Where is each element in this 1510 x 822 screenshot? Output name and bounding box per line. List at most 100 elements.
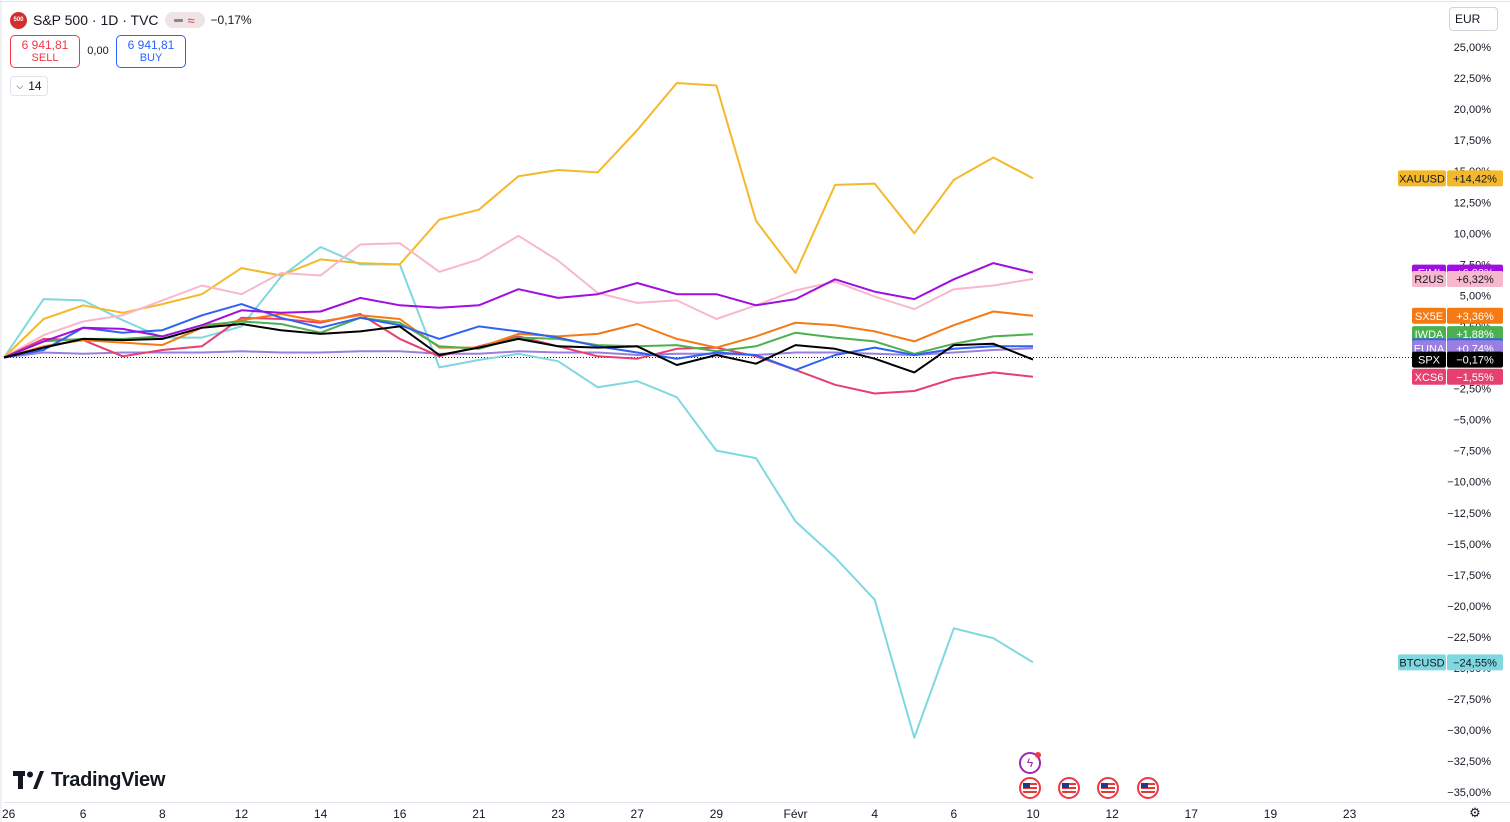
wave-icon: ≈ <box>187 12 195 28</box>
series-name-box <box>1398 654 1446 671</box>
currency-select[interactable]: EUR <box>1449 7 1498 31</box>
series-value: −0,17% <box>1456 355 1494 367</box>
buy-label: BUY <box>139 51 163 64</box>
lightning-icon: ϟ <box>1026 756 1034 770</box>
tradingview-logo[interactable]: TradingView <box>13 766 165 794</box>
x-tick-label: 26 <box>2 807 16 821</box>
event-marker-us[interactable] <box>1019 777 1041 799</box>
y-tick-label: 10,00% <box>1454 228 1492 240</box>
indicators-count: 14 <box>28 79 42 93</box>
y-tick-label: −12,50% <box>1447 508 1491 520</box>
series-value: +3,36% <box>1456 311 1494 323</box>
series-value-box <box>1447 368 1503 385</box>
y-tick-label: −30,00% <box>1447 725 1491 737</box>
settings-icon[interactable]: ⚙ <box>1469 805 1481 820</box>
x-tick-label: 21 <box>472 807 486 821</box>
us-flag-icon <box>1023 783 1037 793</box>
series-value-box <box>1447 351 1503 368</box>
series-value: −1,55% <box>1456 372 1494 384</box>
currency-label: EUR <box>1455 12 1481 26</box>
y-tick-label: −22,50% <box>1447 632 1491 644</box>
symbol-header[interactable]: 500 S&P 500 · 1D · TVC ≈ −0,17% <box>10 10 252 30</box>
series-line-eimi[interactable] <box>3 262 1034 359</box>
series-line-36bz[interactable] <box>3 303 1033 371</box>
x-tick-label: 6 <box>950 807 957 821</box>
x-tick-label: 10 <box>1026 807 1040 821</box>
symbol-change: −0,17% <box>210 13 252 27</box>
symbol-title[interactable]: S&P 500 · 1D · TVC <box>33 12 159 28</box>
notification-dot <box>1035 752 1041 758</box>
event-marker-us[interactable] <box>1058 777 1080 799</box>
indicators-toggle[interactable]: ⌵ 14 <box>10 76 48 96</box>
y-tick-label: −20,00% <box>1447 601 1491 613</box>
dash-icon <box>174 18 184 22</box>
x-tick-label: 23 <box>1343 807 1357 821</box>
market-status-pill[interactable]: ≈ <box>164 12 205 28</box>
x-tick-label: 4 <box>871 807 878 821</box>
sell-label: SELL <box>31 51 59 64</box>
series-line-btcusd[interactable] <box>3 246 1034 739</box>
series-name-box <box>1412 351 1446 368</box>
series-label-r2us[interactable]: R2US +6,32% <box>1412 271 1503 288</box>
us-flag-icon <box>1062 783 1076 793</box>
x-tick-label: 19 <box>1264 807 1278 821</box>
y-tick-label: −35,00% <box>1447 787 1491 799</box>
series-name: XCS6 <box>1415 372 1444 384</box>
y-tick-label: −32,50% <box>1447 756 1491 768</box>
x-tick-label: 23 <box>551 807 565 821</box>
series-label-sx5e[interactable]: SX5E +3,36% <box>1412 307 1503 324</box>
series-value-box <box>1447 654 1503 671</box>
y-tick-label: −2,50% <box>1453 384 1491 396</box>
series-label-spx[interactable]: SPX −0,17% <box>1412 351 1503 368</box>
us-flag-icon <box>1141 783 1155 793</box>
y-tick-label: 17,50% <box>1454 135 1492 147</box>
sell-price: 6 941,81 <box>21 37 69 52</box>
us-flag-icon <box>1101 783 1115 793</box>
x-tick-label: 6 <box>80 807 87 821</box>
series-label-iwda[interactable]: IWDA +1,88% <box>1412 326 1503 343</box>
x-tick-label: 16 <box>393 807 407 821</box>
series-value: −24,55% <box>1453 657 1497 669</box>
x-tick-label: 27 <box>631 807 645 821</box>
y-tick-label: 25,00% <box>1454 42 1492 54</box>
x-tick-label: Févr <box>784 807 808 821</box>
y-tick-label: 22,50% <box>1454 73 1492 85</box>
series-label-btcusd[interactable]: BTCUSD −24,55% <box>1398 654 1503 671</box>
event-marker-earnings[interactable]: ϟ <box>1019 752 1041 774</box>
series-line-sx5e[interactable] <box>3 310 1034 359</box>
series-line-euna[interactable] <box>3 347 1034 359</box>
series-name-box <box>1412 326 1446 343</box>
series-line-spx[interactable] <box>3 323 1034 374</box>
series-line-xcs6[interactable] <box>3 313 1034 395</box>
x-tick-label: 12 <box>235 807 249 821</box>
y-tick-label: −27,50% <box>1447 694 1491 706</box>
y-tick-label: 20,00% <box>1454 104 1492 116</box>
series-value: +1,88% <box>1456 329 1494 341</box>
series-name: IWDA <box>1415 329 1444 341</box>
chevron-down-icon: ⌵ <box>16 80 24 91</box>
series-label-xauusd[interactable]: XAUUSD +14,42% <box>1398 170 1503 187</box>
spread-value: 0,00 <box>87 45 109 57</box>
y-tick-label: −7,50% <box>1453 446 1491 458</box>
tradingview-wordmark: TradingView <box>51 768 166 791</box>
y-tick-label: 12,50% <box>1454 197 1492 209</box>
y-tick-label: −5,00% <box>1453 415 1491 427</box>
y-tick-label: −10,00% <box>1447 477 1491 489</box>
y-tick-label: −17,50% <box>1447 570 1491 582</box>
series-value-box <box>1447 326 1503 343</box>
series-line-r2us[interactable] <box>3 234 1034 359</box>
x-tick-label: 8 <box>159 807 166 821</box>
x-tick-label: 12 <box>1105 807 1119 821</box>
buy-button[interactable]: 6 941,81 BUY <box>116 35 186 68</box>
series-value-box <box>1447 170 1503 187</box>
event-marker-us[interactable] <box>1097 777 1119 799</box>
event-marker-us[interactable] <box>1137 777 1159 799</box>
series-label-xcs6[interactable]: XCS6 −1,55% <box>1412 368 1503 385</box>
series-line-xauusd[interactable] <box>3 82 1034 359</box>
x-tick-label: 14 <box>314 807 328 821</box>
y-tick-label: −15,00% <box>1447 539 1491 551</box>
sell-button[interactable]: 6 941,81 SELL <box>10 35 80 68</box>
series-name-box <box>1398 170 1446 187</box>
buy-price: 6 941,81 <box>127 37 175 52</box>
